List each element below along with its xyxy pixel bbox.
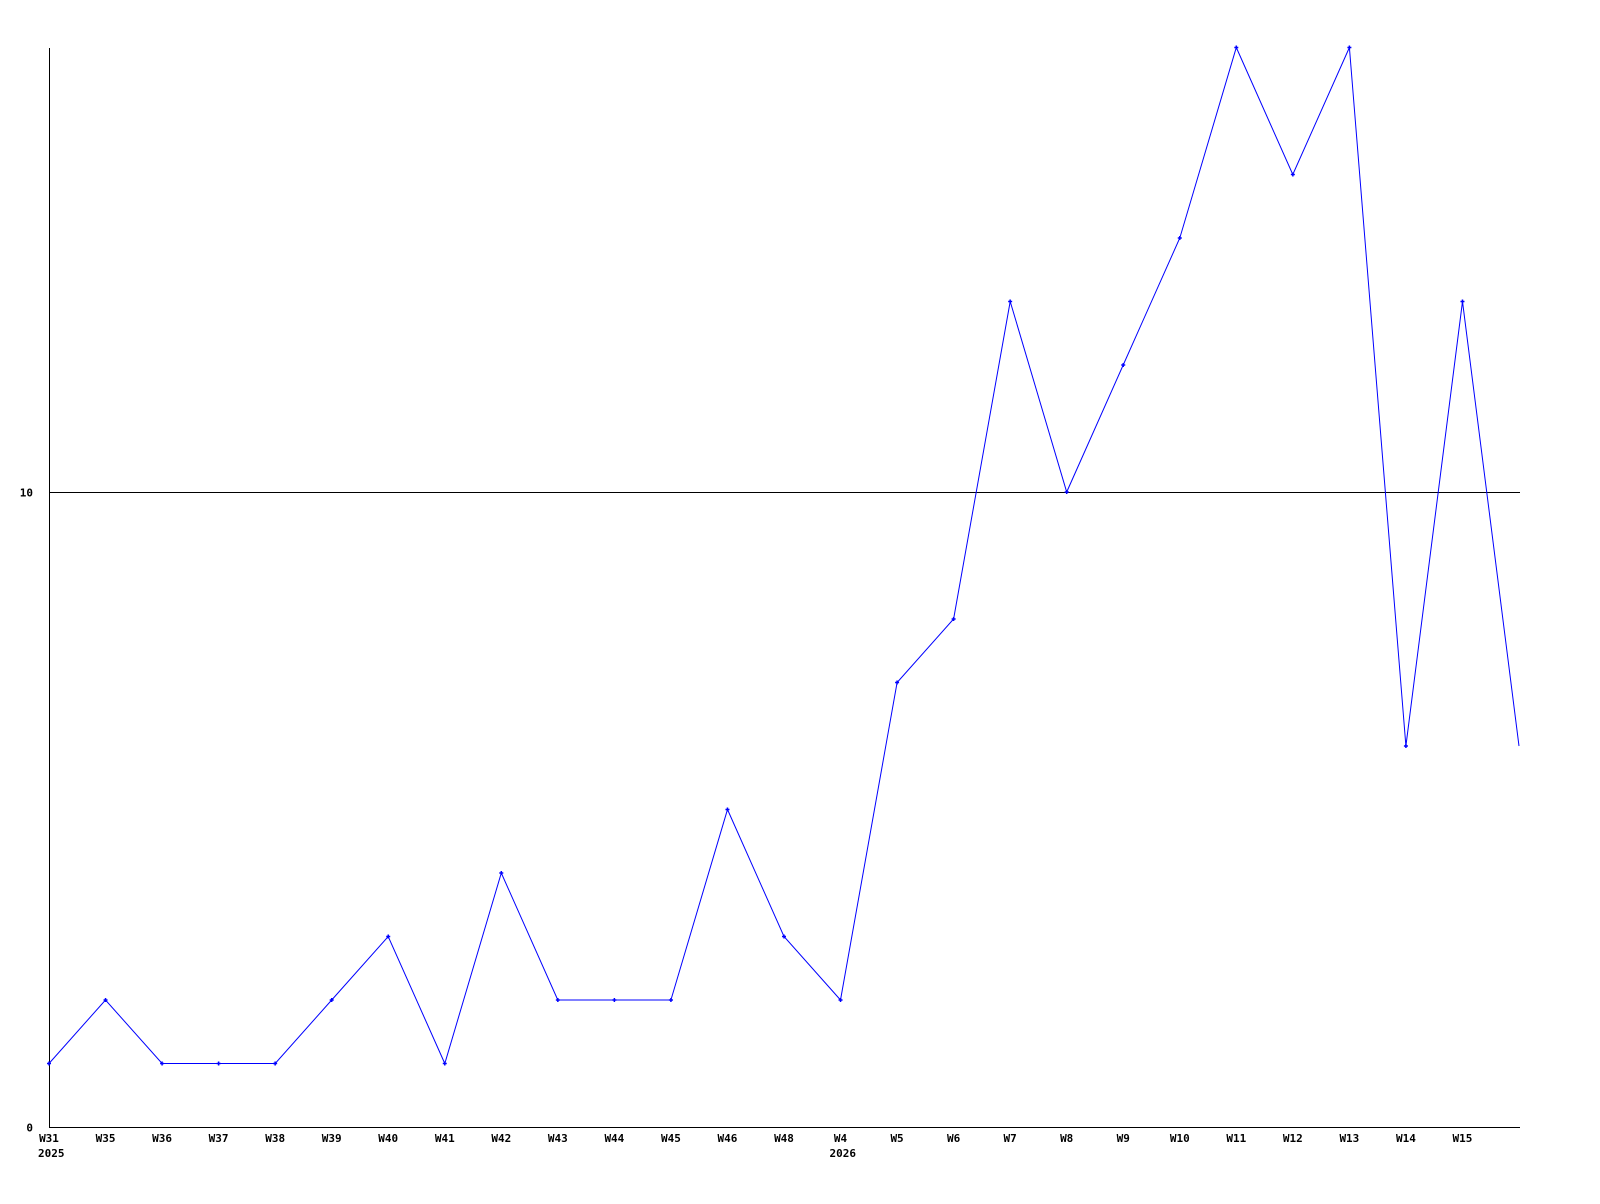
x-tick-label: W45 <box>661 1132 681 1145</box>
x-tick-label: W42 <box>491 1132 511 1145</box>
x-tick-label: W43 <box>548 1132 568 1145</box>
data-point <box>273 1061 278 1066</box>
data-point <box>725 807 730 812</box>
data-point <box>668 998 673 1002</box>
data-point <box>103 998 108 1002</box>
data-point <box>895 680 900 685</box>
data-point <box>555 998 560 1002</box>
data-point <box>1460 299 1465 304</box>
x-tick-label: W14 <box>1396 1132 1416 1145</box>
x-tick-label: W11 <box>1226 1132 1246 1145</box>
data-point <box>1347 45 1352 50</box>
x-tick-label: W36 <box>152 1132 172 1145</box>
data-point <box>1234 45 1239 50</box>
y-tick-label: 10 <box>20 487 33 500</box>
x-tick-label: W12 <box>1283 1132 1303 1145</box>
data-point <box>1064 490 1069 494</box>
y-tick-label: 0 <box>26 1122 33 1135</box>
x-tick-label: W10 <box>1170 1132 1190 1145</box>
x-tick-label: W41 <box>435 1132 455 1145</box>
x-tick-label: W6 <box>947 1132 961 1145</box>
data-point <box>329 998 334 1002</box>
x-tick-label: W35 <box>96 1132 116 1145</box>
data-point <box>499 871 504 875</box>
x-tick-label: W7 <box>1004 1132 1017 1145</box>
x-tick-label: W9 <box>1117 1132 1130 1145</box>
x-tick-label: W39 <box>322 1132 342 1145</box>
x-tick-label: W44 <box>604 1132 624 1145</box>
x-tick-label: W8 <box>1060 1132 1073 1145</box>
data-point <box>160 1061 165 1066</box>
x-tick-label: W13 <box>1339 1132 1359 1145</box>
x-tick-label: W37 <box>209 1132 229 1145</box>
data-point <box>612 998 617 1002</box>
data-point <box>1403 744 1408 748</box>
year-label: 2025 <box>38 1147 65 1160</box>
data-point <box>838 998 843 1002</box>
year-label: 2026 <box>830 1147 857 1160</box>
x-tick-label: W38 <box>265 1132 285 1145</box>
x-tick-label: W15 <box>1453 1132 1473 1145</box>
data-point <box>47 1061 51 1066</box>
data-point <box>1290 172 1295 177</box>
data-point <box>386 934 391 939</box>
data-point <box>1121 363 1126 367</box>
data-point <box>1008 299 1013 304</box>
series-line <box>48 46 1520 1065</box>
data-point <box>442 1061 447 1066</box>
x-tick-label: W31 <box>39 1132 59 1145</box>
data-point <box>782 934 786 939</box>
data-point <box>951 617 956 621</box>
x-tick-label: W5 <box>890 1132 903 1145</box>
data-point <box>1177 236 1182 240</box>
x-tick-label: W46 <box>718 1132 738 1145</box>
data-point <box>216 1061 221 1066</box>
x-tick-label: W48 <box>774 1132 794 1145</box>
x-tick-label: W40 <box>378 1132 398 1145</box>
x-tick-label: W4 <box>834 1132 848 1145</box>
